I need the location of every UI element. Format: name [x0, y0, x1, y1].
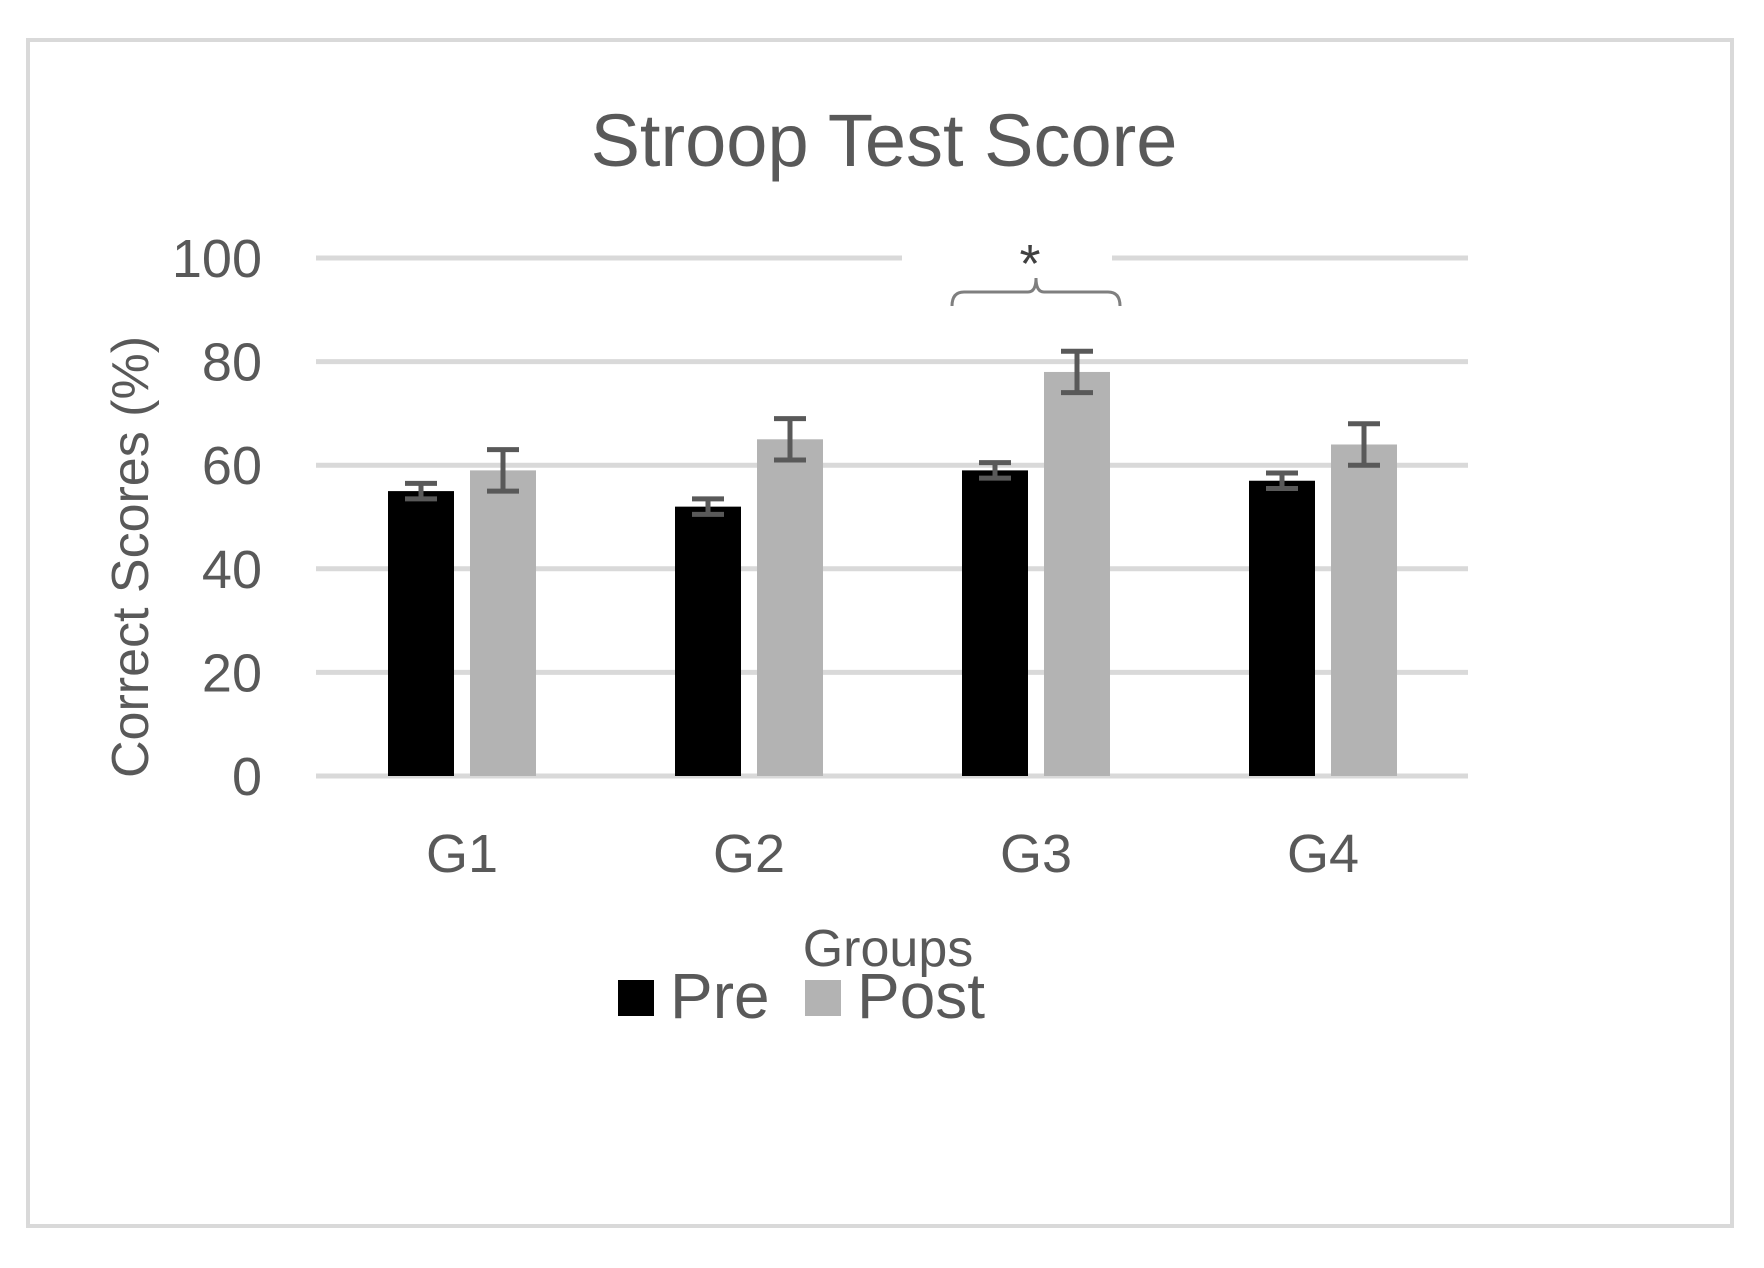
legend-swatch — [618, 980, 654, 1016]
error-bar-pre-g4 — [1266, 470, 1298, 492]
bar-post-g3 — [1044, 371, 1110, 776]
y-tick-labels: 0 20 40 60 80 100 — [172, 229, 262, 807]
x-tick-label: G1 — [426, 824, 498, 884]
x-tick-label: G2 — [713, 824, 785, 884]
legend-label: Pre — [670, 960, 770, 1032]
significance-bracket — [950, 277, 1122, 307]
chart-title: Stroop Test Score — [591, 99, 1178, 182]
bar-pre-g2 — [675, 506, 741, 776]
error-bar-pre-g3 — [979, 460, 1011, 481]
bar-pre-g4 — [1249, 480, 1315, 776]
x-axis-label: Groups — [803, 920, 974, 978]
bar-post-g4 — [1331, 444, 1397, 776]
error-bar-post-g1 — [487, 447, 519, 494]
x-tick-labels: G1 G2 G3 G4 — [426, 824, 1359, 884]
legend-item-pre: Pre — [618, 960, 770, 1032]
bar-post-g1 — [470, 470, 536, 776]
error-bar-pre-g1 — [405, 480, 437, 502]
error-bar-post-g3 — [1061, 348, 1093, 396]
y-tick-label: 40 — [202, 540, 262, 600]
legend-swatch — [805, 980, 841, 1016]
y-tick-label: 60 — [202, 436, 262, 496]
y-axis-label: Correct Scores (%) — [102, 336, 160, 778]
error-bar-post-g4 — [1348, 421, 1380, 468]
y-tick-label: 100 — [172, 229, 262, 289]
annotations: * — [950, 234, 1122, 307]
x-tick-label: G4 — [1287, 824, 1359, 884]
bar-pre-g1 — [388, 491, 454, 776]
legend: Pre Post — [618, 960, 985, 1032]
legend-label: Post — [857, 960, 985, 1032]
significance-marker: * — [1019, 234, 1040, 294]
y-tick-label: 80 — [202, 333, 262, 393]
bars — [388, 371, 1397, 776]
bar-pre-g3 — [962, 470, 1028, 776]
error-bars — [405, 348, 1380, 517]
y-tick-label: 0 — [232, 747, 262, 807]
bar-post-g2 — [757, 439, 823, 776]
error-bar-post-g2 — [774, 416, 806, 463]
error-bar-pre-g2 — [692, 496, 724, 517]
x-tick-label: G3 — [1000, 824, 1072, 884]
legend-item-post: Post — [805, 960, 985, 1032]
chart-frame: Stroop Test Score 0 20 40 60 80 100 G1 G2 G3 G4 … — [26, 38, 1734, 1228]
y-tick-label: 20 — [202, 643, 262, 703]
